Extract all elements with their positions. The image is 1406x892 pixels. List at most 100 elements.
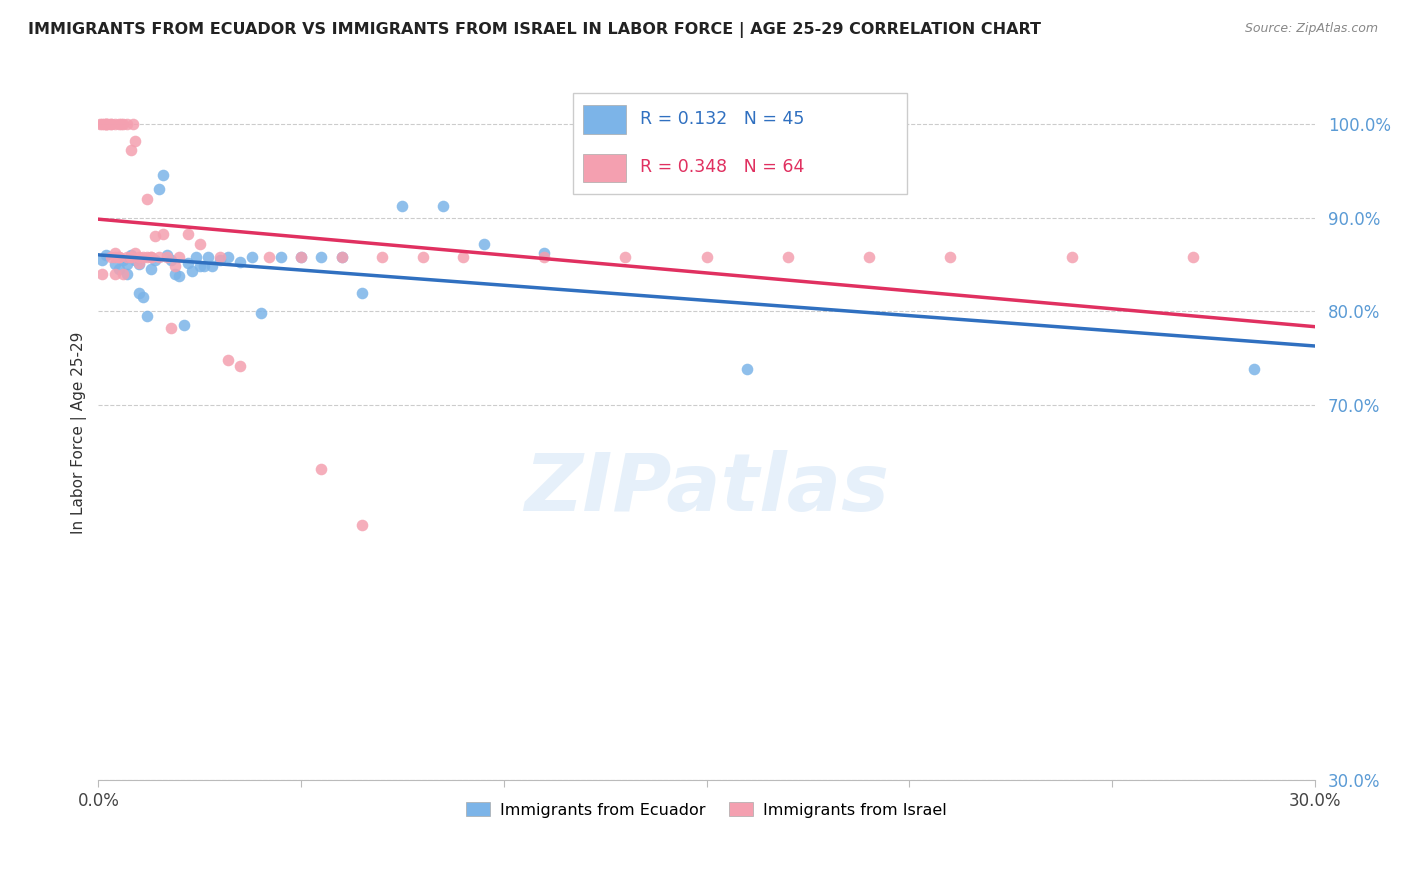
Point: [156, 250, 179, 264]
Point: [180, 264, 202, 278]
Point: [229, 359, 252, 373]
Point: [107, 262, 129, 277]
Point: [696, 250, 718, 264]
Point: [91, 117, 114, 131]
Point: [110, 117, 132, 131]
Point: [242, 250, 264, 264]
Point: [93, 117, 115, 131]
Point: [290, 250, 312, 264]
Point: [128, 255, 150, 269]
Point: [330, 250, 353, 264]
Point: [208, 250, 231, 264]
Point: [371, 250, 394, 264]
Point: [169, 250, 191, 264]
Point: [121, 117, 143, 131]
Point: [120, 248, 142, 262]
Point: [160, 321, 183, 335]
Point: [176, 227, 198, 242]
Point: [939, 250, 962, 264]
Point: [169, 268, 191, 283]
Point: [103, 246, 125, 260]
Point: [533, 250, 555, 264]
Point: [188, 236, 211, 251]
Point: [270, 250, 292, 264]
Point: [100, 250, 122, 264]
Point: [391, 199, 413, 213]
Point: [111, 267, 134, 281]
Point: [330, 250, 353, 264]
Point: [103, 117, 125, 131]
Point: [115, 117, 138, 131]
Point: [350, 285, 373, 300]
Point: [249, 306, 271, 320]
Point: [160, 252, 183, 267]
Point: [1243, 362, 1265, 376]
Point: [208, 252, 231, 267]
Point: [156, 248, 179, 262]
Point: [201, 260, 224, 274]
Point: [311, 250, 333, 264]
Point: [257, 250, 280, 264]
Point: [152, 169, 174, 183]
Point: [350, 518, 373, 533]
Point: [432, 199, 454, 213]
Point: [89, 117, 111, 131]
Point: [124, 246, 146, 260]
Point: [136, 309, 159, 323]
Point: [124, 134, 146, 148]
Point: [148, 250, 170, 264]
Point: [103, 250, 125, 264]
Point: [165, 260, 187, 274]
Point: [858, 250, 880, 264]
Point: [472, 236, 495, 251]
Point: [115, 267, 138, 281]
Point: [115, 250, 138, 264]
Point: [107, 250, 129, 264]
Point: [132, 290, 155, 304]
Point: [148, 182, 170, 196]
Point: [128, 257, 150, 271]
Point: [96, 117, 118, 131]
Point: [311, 462, 333, 476]
Point: [128, 250, 150, 264]
Point: [165, 267, 187, 281]
Point: [614, 250, 637, 264]
Point: [115, 257, 138, 271]
Point: [412, 250, 434, 264]
Point: [96, 117, 118, 131]
Text: IMMIGRANTS FROM ECUADOR VS IMMIGRANTS FROM ISRAEL IN LABOR FORCE | AGE 25-29 COR: IMMIGRANTS FROM ECUADOR VS IMMIGRANTS FR…: [28, 22, 1040, 38]
Point: [136, 250, 159, 264]
Point: [139, 250, 162, 264]
Point: [120, 250, 142, 264]
Point: [96, 117, 118, 131]
Point: [290, 250, 312, 264]
Point: [143, 252, 166, 267]
Point: [120, 143, 142, 157]
Y-axis label: In Labor Force | Age 25-29: In Labor Force | Age 25-29: [72, 332, 87, 534]
Point: [139, 250, 162, 264]
Point: [96, 248, 118, 262]
Point: [100, 117, 122, 131]
Point: [229, 254, 252, 268]
Point: [120, 250, 142, 264]
Point: [735, 362, 758, 376]
Point: [193, 260, 215, 274]
Text: ZIPatlas: ZIPatlas: [524, 450, 889, 528]
Point: [91, 252, 114, 267]
Point: [152, 227, 174, 242]
Point: [91, 267, 114, 281]
Point: [173, 318, 195, 333]
Point: [776, 250, 799, 264]
Point: [100, 117, 122, 131]
Text: Source: ZipAtlas.com: Source: ZipAtlas.com: [1244, 22, 1378, 36]
Point: [132, 250, 155, 264]
Legend: Immigrants from Ecuador, Immigrants from Israel: Immigrants from Ecuador, Immigrants from…: [460, 796, 953, 824]
Point: [128, 285, 150, 300]
Point: [176, 255, 198, 269]
Point: [1060, 250, 1083, 264]
Point: [107, 250, 129, 264]
Point: [124, 252, 146, 267]
Point: [111, 252, 134, 267]
Point: [533, 246, 555, 260]
Point: [103, 267, 125, 281]
